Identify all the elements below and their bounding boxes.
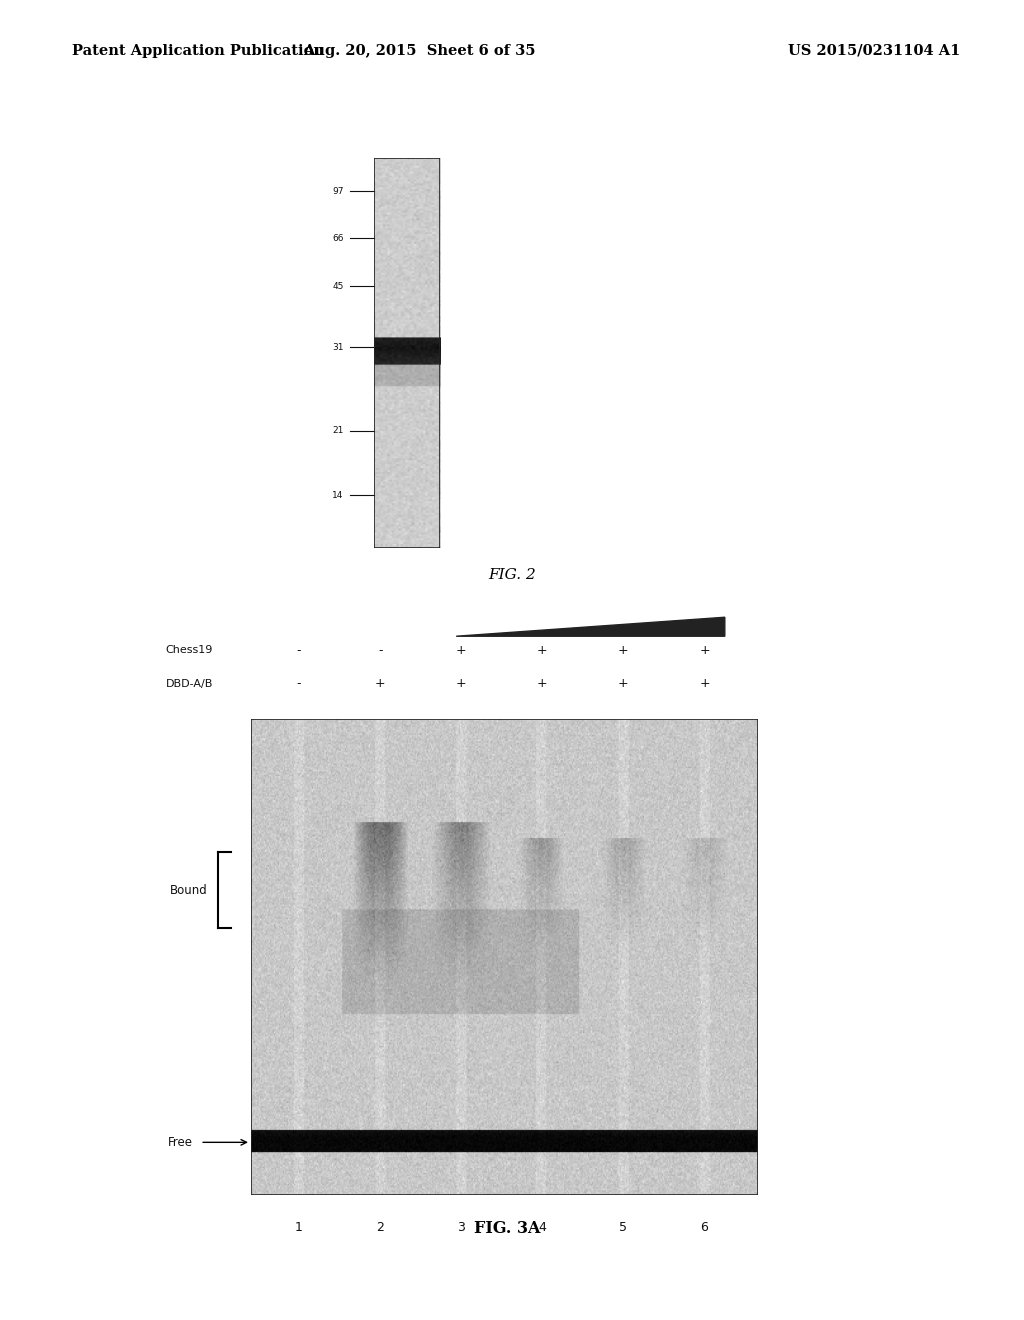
Text: +: + [699,677,710,690]
Text: +: + [618,644,629,657]
Text: +: + [456,677,467,690]
Text: US 2015/0231104 A1: US 2015/0231104 A1 [788,44,961,58]
Text: 5: 5 [620,1221,628,1234]
Text: 97: 97 [333,187,344,195]
Text: Chess19: Chess19 [166,645,213,656]
Text: -: - [378,644,382,657]
Text: -: - [297,677,301,690]
Text: DBD-A/B: DBD-A/B [166,678,213,689]
Text: 1: 1 [295,1221,303,1234]
Text: 2: 2 [376,1221,384,1234]
Text: FIG. 2: FIG. 2 [488,568,536,582]
Text: +: + [456,644,467,657]
Text: 66: 66 [333,234,344,243]
Text: Patent Application Publication: Patent Application Publication [72,44,324,58]
Text: 4: 4 [539,1221,546,1234]
Text: +: + [699,644,710,657]
Text: 14: 14 [333,491,344,500]
Text: -: - [297,644,301,657]
Text: 31: 31 [333,343,344,351]
Text: 6: 6 [700,1221,709,1234]
Text: +: + [537,644,548,657]
Polygon shape [456,618,725,636]
Text: 21: 21 [333,426,344,436]
Text: Free: Free [168,1135,193,1148]
Text: Aug. 20, 2015  Sheet 6 of 35: Aug. 20, 2015 Sheet 6 of 35 [303,44,537,58]
Text: 3: 3 [458,1221,465,1234]
Text: 45: 45 [333,281,344,290]
Text: +: + [537,677,548,690]
Text: FIG. 3A: FIG. 3A [474,1220,540,1237]
Text: Bound: Bound [170,884,208,898]
Text: +: + [375,677,385,690]
Text: +: + [618,677,629,690]
